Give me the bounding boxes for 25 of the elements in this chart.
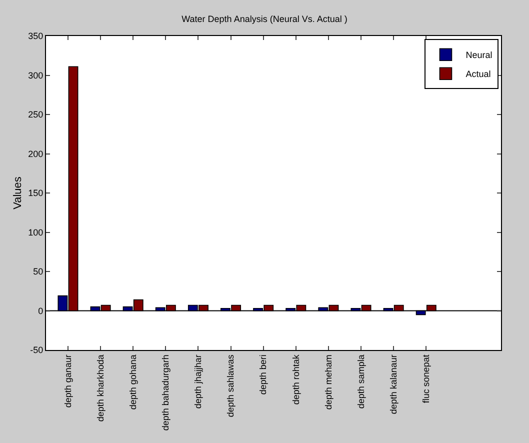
x-tick-label: depth gohana — [128, 354, 138, 410]
x-tick-label: depth ganaur — [62, 354, 73, 408]
x-tick-label: depth bahadurgarh — [160, 354, 171, 431]
y-tick-label: 250 — [28, 110, 44, 120]
x-tick-label: depth rohtak — [290, 354, 301, 405]
y-tick-label: 350 — [28, 31, 44, 42]
y-tick-label: 0 — [38, 306, 44, 316]
chart-title: Water Depth Analysis (Neural Vs. Actual ) — [182, 14, 348, 24]
y-tick-label: 150 — [28, 188, 44, 198]
legend-label: Neural — [466, 50, 492, 60]
y-axis-title: Values — [12, 176, 24, 210]
x-tick-label: depth beri — [258, 354, 268, 395]
y-tick-label: 100 — [28, 227, 44, 238]
x-tick-label: depth jhajjhar — [193, 354, 204, 409]
x-tick-label: fluc sonepat — [421, 354, 432, 404]
x-tick-label: depth sahlawas — [226, 354, 236, 418]
y-tick-label: 50 — [33, 266, 44, 277]
y-tick-label: 300 — [28, 70, 44, 80]
y-tick-label: -50 — [30, 345, 44, 356]
x-tick-label: depth sampla — [356, 354, 366, 409]
x-tick-label: depth kharkhoda — [95, 354, 106, 422]
legend-label: Actual — [466, 69, 491, 80]
x-tick-label: depth meham — [323, 354, 334, 410]
x-tick-label: depth kalanaur — [388, 354, 398, 414]
y-tick-label: 200 — [28, 148, 44, 159]
